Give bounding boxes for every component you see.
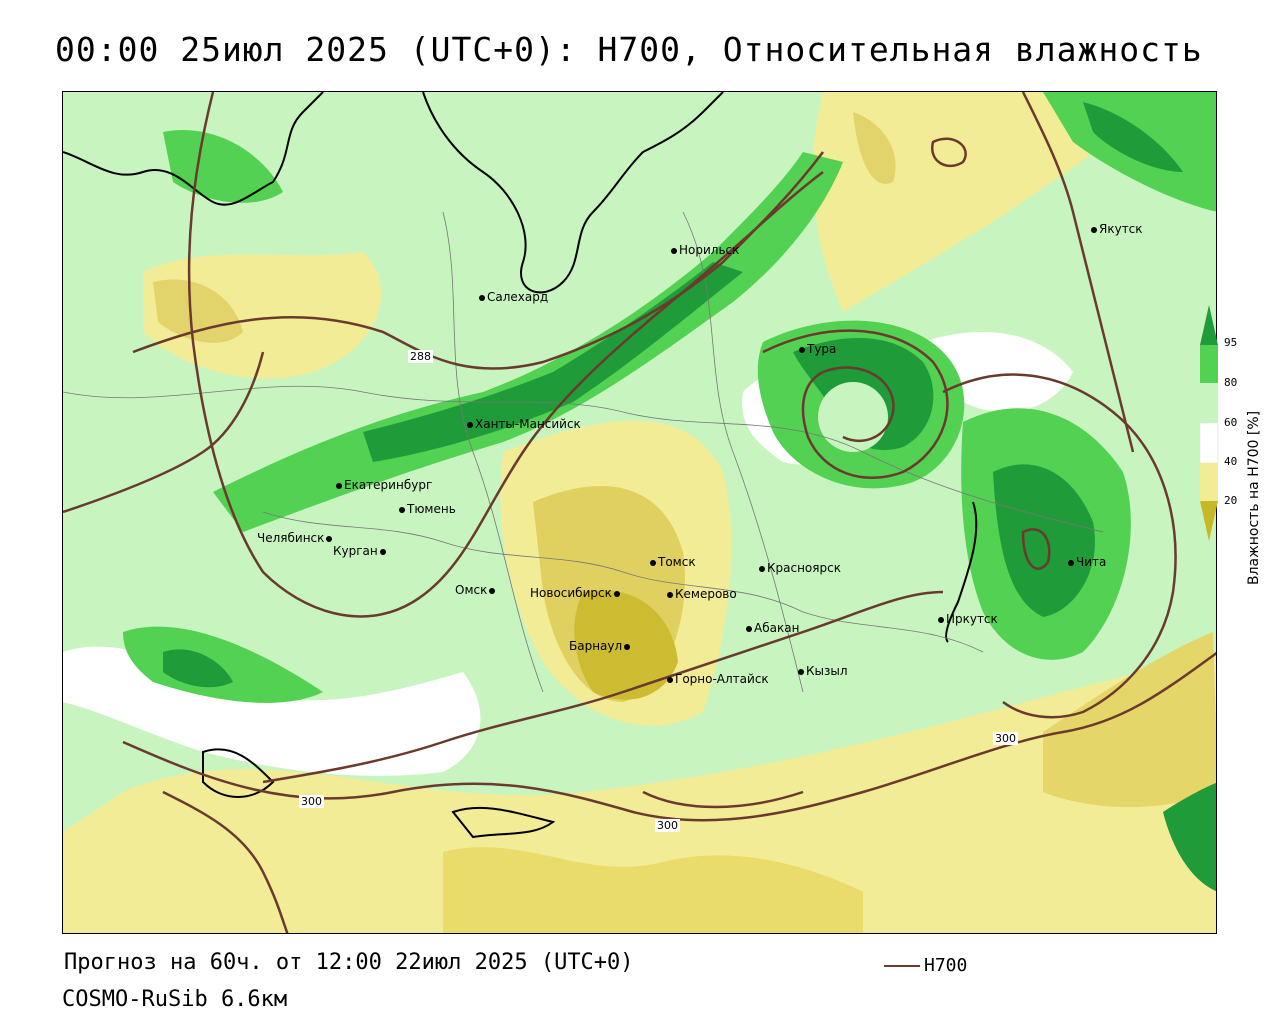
city-dot-icon [798,668,804,675]
humidity-map: 288 300 300 300 Якутск Норильск Салехард… [62,91,1217,934]
city-marker: Томск [650,555,696,569]
city-dot-icon [1068,559,1074,566]
city-dot-icon [489,587,496,594]
city-marker: Кемерово [667,587,737,601]
city-marker: Ханты-Мансийск [467,417,581,431]
city-marker: Абакан [746,621,799,635]
city-marker: Чита [1068,555,1106,569]
colorbar-tick: 60 [1224,416,1238,429]
city-dot-icon [479,294,485,301]
isoline-label: 300 [993,732,1018,745]
colorbar-tick: 95 [1224,336,1238,349]
colorbar-arrow-bottom [1200,501,1218,541]
isoline-legend-line [884,965,920,967]
city-dot-icon [379,548,386,555]
colorbar-segment [1200,383,1218,423]
isoline-legend: H700 [884,955,967,976]
city-marker: Барнаул [569,639,632,653]
colorbar-title: Влажность на H700 [%] [1246,410,1262,585]
colorbar-tick: 80 [1224,376,1238,389]
city-marker: Якутск [1091,222,1143,236]
city-dot-icon [667,591,673,598]
city-dot-icon [759,565,765,572]
colorbar-tick: 20 [1224,494,1238,507]
isoline-label: 300 [299,795,324,808]
isoline-legend-label: H700 [924,955,968,976]
colorbar-segment [1199,422,1219,464]
city-dot-icon [799,346,805,353]
city-dot-icon [624,643,631,650]
city-marker: Екатеринбург [336,478,432,492]
city-marker: Горно-Алтайск [667,672,769,686]
colorbar-segment [1200,463,1218,501]
city-dot-icon [1091,226,1097,233]
city-marker: Тура [799,342,836,356]
city-dot-icon [671,247,677,254]
city-dot-icon [650,559,656,566]
city-marker: Норильск [671,243,739,257]
colorbar-segment [1200,345,1218,383]
city-marker: Иркутск [938,612,998,626]
city-dot-icon [467,421,473,428]
city-dot-icon [667,676,673,683]
city-dot-icon [938,616,944,623]
city-marker: Красноярск [759,561,841,575]
city-marker: Кызыл [798,664,848,678]
colorbar-tick: 40 [1224,455,1238,468]
colorbar-arrow-top [1200,305,1218,345]
city-dot-icon [746,625,752,632]
city-marker: Челябинск [257,531,334,545]
city-marker: Салехард [479,290,548,304]
city-marker: Тюмень [399,502,456,516]
city-dot-icon [399,506,405,513]
city-dot-icon [326,535,333,542]
colorbar [1199,305,1219,541]
isoline-label: 288 [408,350,433,363]
map-title: 00:00 25июл 2025 (UTC+0): H700, Относите… [55,30,1203,69]
city-marker: Омск [455,583,497,597]
city-dot-icon [336,482,342,489]
isoline-label: 300 [655,819,680,832]
city-marker: Новосибирск [530,586,622,600]
forecast-info: Прогноз на 60ч. от 12:00 22июл 2025 (UTC… [64,950,634,975]
city-dot-icon [613,590,620,597]
city-marker: Курган [333,544,388,558]
humidity-field [63,92,1216,933]
model-info: COSMO-RuSib 6.6км [62,987,288,1012]
